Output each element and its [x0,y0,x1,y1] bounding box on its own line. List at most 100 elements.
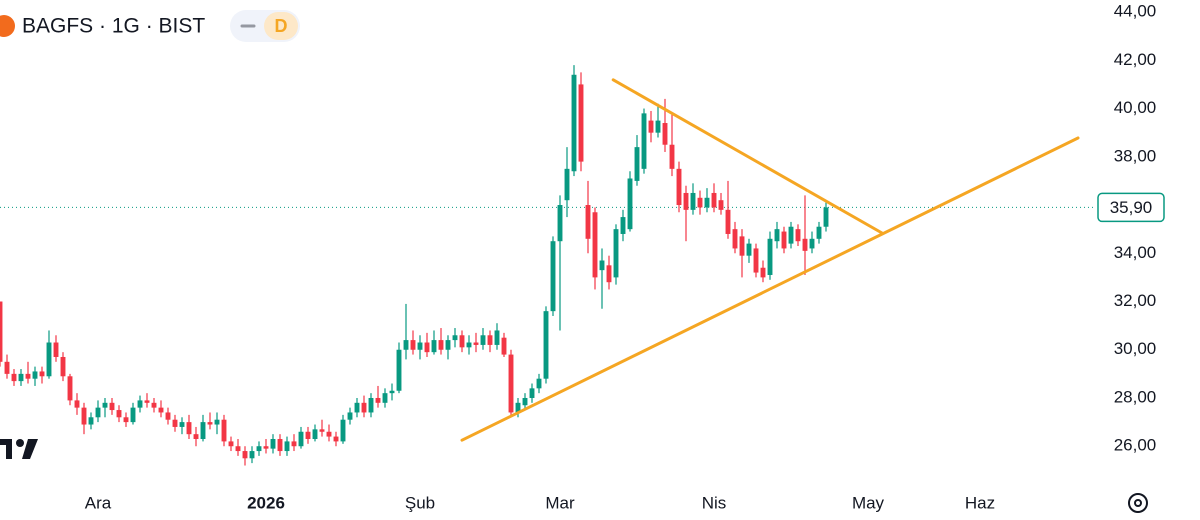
candle-body [207,422,213,425]
candle-body [431,340,437,353]
y-tick-label: 44,00 [1114,2,1157,21]
candle-body [67,376,73,401]
candle-body [221,419,227,442]
candle-body [662,123,668,145]
candle-body [186,422,192,435]
candle-body [396,349,402,391]
candle-body [466,342,472,348]
candle-body [592,212,598,278]
candle-body [669,144,675,169]
candle-body [291,441,297,447]
candle-body [11,373,17,382]
candle-body [81,407,87,425]
price-label-box [1097,192,1165,223]
candle-body [165,412,171,420]
candle-body [564,168,570,201]
candle-body [788,226,794,244]
candle-body [781,231,787,249]
candle-body [676,168,682,206]
candle-body [760,267,766,278]
candle-body [480,335,486,345]
candle-body [263,446,269,449]
candle-body [648,120,654,133]
candle-body [116,410,122,418]
candle-body [410,340,416,350]
candle-body [620,217,626,234]
x-tick-label: Nis [702,493,727,512]
candle-body [704,197,710,208]
candle-body [123,417,129,423]
y-tick-label: 32,00 [1114,291,1157,310]
y-tick-label: 40,00 [1114,98,1157,117]
candle-body [179,422,185,427]
candle-body [802,238,808,251]
candle-body [522,397,528,406]
candle-body [746,243,752,256]
candle-body [809,238,815,249]
candle-body [4,361,10,374]
x-tick-label: Haz [965,493,995,512]
candle-body [228,441,234,447]
logo [0,439,38,459]
candle-body [543,311,549,379]
candle-body [39,371,45,377]
candle-body [235,446,241,452]
candle-body [319,429,325,432]
candle-body [249,451,255,459]
candle-body [193,434,199,439]
candle-body [368,397,374,413]
candle-body [606,265,612,283]
candle-body [256,446,262,452]
candle-body [753,248,759,273]
candle-body [109,402,115,411]
candle-body [284,441,290,452]
candle-body [95,407,101,418]
interval-badge: D [275,16,288,36]
candle-body [683,192,689,210]
candle-body [536,378,542,389]
candle-body [627,178,633,230]
y-tick-label: 28,00 [1114,387,1157,406]
y-tick-label: 38,00 [1114,146,1157,165]
candle-body [697,197,703,208]
candle-body [18,373,24,382]
y-tick-label: 30,00 [1114,339,1157,358]
candle-body [550,241,556,312]
candle-body [515,402,521,413]
candle-body [529,388,535,398]
candle-body [417,342,423,350]
candle-body [340,419,346,442]
candle-body [403,340,409,350]
candle-body [53,342,59,357]
candle-body [305,431,311,439]
x-tick-label: May [852,493,885,512]
candle-body [711,192,717,208]
candle-body [347,412,353,420]
candle-body [424,342,430,353]
candle-body [732,229,738,249]
candle-body [739,236,745,256]
candle-body [172,419,178,427]
candle-body [578,84,584,162]
y-tick-label: 26,00 [1114,436,1157,455]
candle-body [242,451,248,459]
candle-body [823,207,829,227]
candle-body [0,301,3,362]
settings-icon[interactable] [1128,493,1148,513]
trendline [460,136,1080,442]
chart-title: BAGFS · 1G · BIST [22,15,205,38]
candle-body [270,438,276,449]
candle-body [200,422,206,439]
candle-body [725,209,731,234]
candle-body [130,407,136,423]
candle-body [74,400,80,408]
candle-body [326,431,332,437]
candle-body [158,407,164,413]
candle-body [102,402,108,408]
candle-body [438,340,444,350]
candle-body [389,390,395,394]
y-tick-label: 34,00 [1114,243,1157,262]
candle-body [508,354,514,413]
